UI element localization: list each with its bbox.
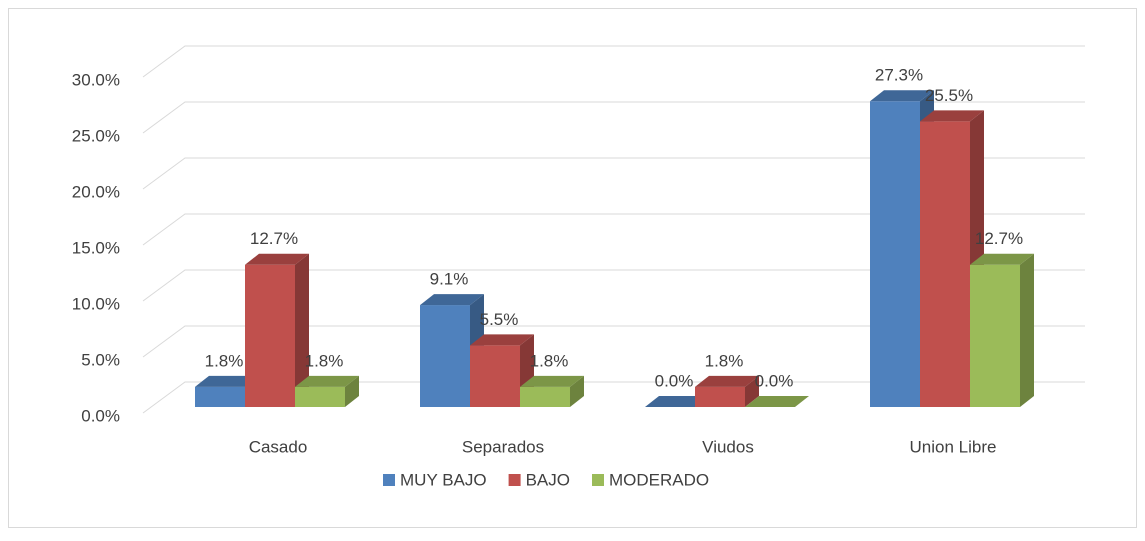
- data-label: 1.8%: [705, 351, 744, 370]
- bar-top: [420, 294, 484, 306]
- data-label: 1.8%: [530, 351, 569, 370]
- data-label: 0.0%: [755, 371, 794, 390]
- data-label: 1.8%: [305, 351, 344, 370]
- x-tick-label: Union Libre: [910, 437, 997, 456]
- y-tick-label: 10.0%: [72, 294, 120, 313]
- bar-side: [745, 375, 759, 407]
- x-tick-label: Viudos: [702, 437, 754, 456]
- bar-top: [970, 253, 1034, 265]
- bar: [520, 386, 570, 407]
- grid-line: [142, 381, 1085, 414]
- data-label: 5.5%: [480, 310, 519, 329]
- bar-top: [745, 396, 809, 407]
- y-tick-label: 0.0%: [81, 406, 120, 425]
- data-label: 0.0%: [655, 371, 694, 390]
- legend-label: MUY BAJO: [400, 470, 487, 489]
- legend-label: MODERADO: [609, 470, 709, 489]
- grid-line: [142, 45, 1085, 78]
- grid-line: [142, 325, 1085, 358]
- grid-line: [142, 101, 1085, 134]
- bar: [245, 264, 295, 407]
- y-tick-label: 15.0%: [72, 238, 120, 257]
- data-label: 12.7%: [975, 229, 1023, 248]
- data-label: 1.8%: [205, 351, 244, 370]
- data-label: 25.5%: [925, 86, 973, 105]
- bar-top: [295, 375, 359, 387]
- legend-label: BAJO: [526, 470, 570, 489]
- bar-top: [520, 375, 584, 387]
- bar: [470, 345, 520, 407]
- bar-side: [570, 375, 584, 407]
- bar-side: [1020, 253, 1034, 407]
- data-label: 27.3%: [875, 66, 923, 85]
- bar: [420, 305, 470, 407]
- bar: [695, 386, 745, 407]
- y-tick-label: 5.0%: [81, 350, 120, 369]
- legend-swatch: [592, 474, 604, 486]
- y-tick-label: 25.0%: [72, 126, 120, 145]
- data-label: 9.1%: [430, 270, 469, 289]
- grid-line: [142, 157, 1085, 190]
- y-tick-label: 30.0%: [72, 70, 120, 89]
- bar-top: [195, 375, 259, 387]
- x-tick-label: Casado: [249, 437, 308, 456]
- bar-side: [345, 375, 359, 407]
- bar: [920, 121, 970, 408]
- bar-top: [920, 110, 984, 122]
- bar: [195, 386, 245, 407]
- data-label: 12.7%: [250, 229, 298, 248]
- bar-top: [470, 334, 534, 346]
- bar-top: [870, 90, 934, 102]
- x-tick-label: Separados: [462, 437, 544, 456]
- bar-top: [645, 396, 709, 407]
- legend-swatch: [383, 474, 395, 486]
- bar-top: [245, 253, 309, 265]
- bar-side: [295, 253, 309, 407]
- grid-line: [142, 269, 1085, 302]
- legend-swatch: [508, 474, 521, 486]
- bar-top: [695, 375, 759, 387]
- bar: [295, 386, 345, 407]
- bar: [970, 264, 1020, 407]
- y-tick-label: 20.0%: [72, 182, 120, 201]
- grid-line: [142, 213, 1085, 246]
- bar: [870, 101, 920, 408]
